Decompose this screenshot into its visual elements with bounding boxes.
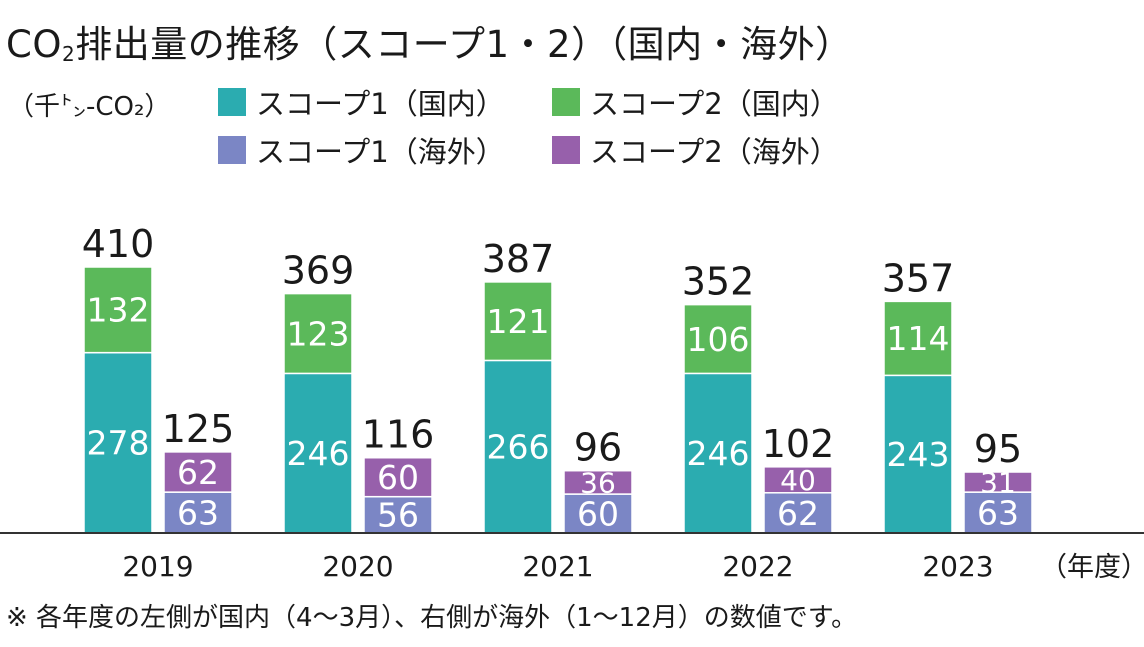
footnote: ※ 各年度の左側が国内（4～3月）、右側が海外（1～12月）の数値です。 (6, 603, 858, 633)
bar-2023-domestic-scope2 (883, 300, 953, 377)
bar-label-2022-overseas-scope2: 40 (780, 464, 816, 497)
legend-label-scope1-domestic: スコープ1（国内） (256, 87, 505, 121)
bar-label-2023-domestic-scope2: 114 (887, 319, 950, 358)
x-axis-unit: （年度） (1040, 552, 1144, 583)
bar-2019-overseas-scope2 (163, 451, 233, 493)
bar-label-2019-domestic-scope2: 132 (87, 291, 150, 330)
legend-swatch-scope2-overseas (552, 136, 580, 164)
x-tick-2019: 2019 (122, 550, 193, 583)
x-tick-2022: 2022 (722, 550, 793, 583)
bar-2022-domestic-scope2 (683, 303, 753, 375)
total-label-2022-overseas: 102 (762, 422, 835, 466)
bar-label-2020-domestic-scope2: 123 (287, 314, 350, 353)
chart-title: CO2排出量の推移（スコープ1・2）（国内・海外） (6, 14, 853, 68)
bar-label-2021-domestic-scope1: 266 (487, 428, 550, 467)
bar-label-2023-overseas-scope2: 31 (980, 466, 1016, 499)
bar-2023-domestic-scope1 (883, 374, 953, 534)
bar-label-2023-overseas-scope1: 63 (977, 493, 1019, 532)
unit-label: （千㌧-CO₂） (8, 92, 171, 122)
legend-label-scope2-overseas: スコープ2（海外） (590, 135, 839, 169)
legend-swatch-scope1-overseas (218, 136, 246, 164)
total-label-2021-overseas: 96 (574, 426, 622, 470)
legend-swatch-scope1-domestic (218, 88, 246, 116)
title-pre: CO (6, 23, 62, 66)
bar-2019-overseas-scope1 (163, 491, 233, 534)
total-label-2021-domestic: 387 (482, 237, 555, 281)
legend-label-scope2-domestic: スコープ2（国内） (590, 87, 839, 121)
bar-label-2020-overseas-scope1: 56 (377, 496, 419, 535)
bar-2023-overseas-scope1 (963, 491, 1033, 534)
bar-label-2022-domestic-scope1: 246 (687, 434, 750, 473)
title-subscript: 2 (61, 42, 76, 66)
bar-label-2021-overseas-scope2: 36 (580, 466, 616, 499)
legend-item-scope2-domestic: スコープ2（国内） (552, 82, 839, 122)
legend-label-scope1-overseas: スコープ1（海外） (256, 135, 505, 169)
bar-label-2021-domestic-scope2: 121 (487, 302, 550, 341)
bar-label-2019-overseas-scope1: 63 (177, 493, 219, 532)
legend-swatch-scope2-domestic (552, 88, 580, 116)
total-label-2020-domestic: 369 (282, 249, 355, 293)
bar-2020-overseas-scope2 (363, 456, 433, 498)
bar-label-2022-domestic-scope2: 106 (687, 320, 750, 359)
bar-2021-overseas-scope1 (563, 493, 633, 534)
bar-2021-domestic-scope1 (483, 359, 553, 534)
bar-label-2020-overseas-scope2: 60 (377, 458, 419, 497)
x-tick-2021: 2021 (522, 550, 593, 583)
bar-label-2019-overseas-scope2: 62 (177, 453, 219, 492)
bar-label-2022-overseas-scope1: 62 (777, 494, 819, 533)
legend-item-scope2-overseas: スコープ2（海外） (552, 130, 839, 170)
bar-2019-domestic-scope2 (83, 266, 153, 354)
total-label-2023-overseas: 95 (974, 427, 1022, 471)
bar-label-2023-domestic-scope1: 243 (887, 435, 950, 474)
x-tick-2023: 2023 (922, 550, 993, 583)
title-post: 排出量の推移（スコープ1・2）（国内・海外） (75, 23, 853, 66)
bar-2021-overseas-scope2 (563, 469, 633, 495)
bar-label-2021-overseas-scope1: 60 (577, 494, 619, 533)
bar-2022-overseas-scope2 (763, 466, 833, 494)
x-tick-2020: 2020 (322, 550, 393, 583)
bar-2020-domestic-scope2 (283, 292, 353, 375)
legend-item-scope1-overseas: スコープ1（海外） (218, 130, 505, 170)
total-label-2023-domestic: 357 (882, 256, 955, 300)
bar-label-2019-domestic-scope1: 278 (87, 424, 150, 463)
bar-2021-domestic-scope2 (483, 281, 553, 362)
total-label-2022-domestic: 352 (682, 260, 755, 304)
total-label-2019-domestic: 410 (82, 222, 155, 266)
legend-item-scope1-domestic: スコープ1（国内） (218, 82, 505, 122)
bar-2023-overseas-scope2 (963, 471, 1033, 493)
total-label-2020-overseas: 116 (362, 413, 435, 457)
total-label-2019-overseas: 125 (162, 407, 235, 451)
bar-label-2020-domestic-scope1: 246 (287, 434, 350, 473)
bar-2022-domestic-scope1 (683, 372, 753, 534)
